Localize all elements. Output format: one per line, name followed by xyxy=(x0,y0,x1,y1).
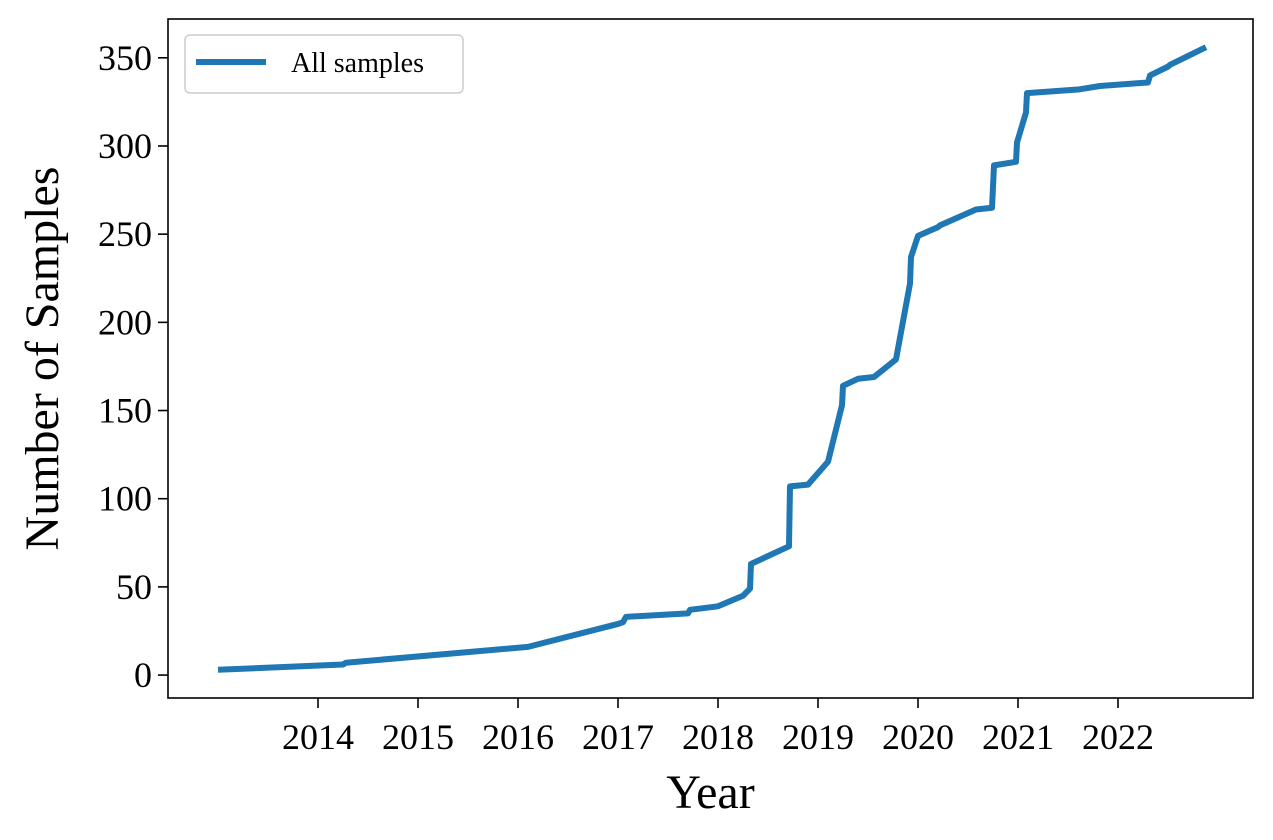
y-tick-label: 250 xyxy=(98,214,152,254)
x-tick-label: 2014 xyxy=(282,717,354,757)
x-axis: 2014 2015 2016 2017 2018 2019 2020 2021 2022 xyxy=(282,698,1154,757)
y-tick-label: 200 xyxy=(98,302,152,342)
y-tick-label: 100 xyxy=(98,479,152,519)
x-tick-label: 2017 xyxy=(582,717,654,757)
x-tick-label: 2018 xyxy=(682,717,754,757)
x-tick-label: 2015 xyxy=(382,717,454,757)
series-line-0 xyxy=(217,44,1208,673)
legend-box xyxy=(184,34,464,94)
y-tick-label: 0 xyxy=(134,655,152,695)
y-tick-label: 300 xyxy=(98,126,152,166)
legend-label-all-samples: All samples xyxy=(291,48,424,79)
y-axis-label: Number of Samples xyxy=(16,167,69,551)
y-tick-label: 150 xyxy=(98,391,152,431)
x-axis-label: Year xyxy=(666,766,754,819)
y-axis: 0 50 100 150 200 250 300 350 xyxy=(98,38,168,695)
x-tick-label: 2016 xyxy=(482,717,554,757)
legend: All samples xyxy=(184,34,464,94)
x-tick-label: 2019 xyxy=(782,717,854,757)
y-tick-label: 350 xyxy=(98,38,152,78)
axes-frame xyxy=(167,18,1254,699)
x-tick-label: 2020 xyxy=(882,717,954,757)
y-tick-label: 50 xyxy=(116,567,152,607)
plot-area xyxy=(217,44,1208,673)
x-tick-label: 2021 xyxy=(982,717,1054,757)
x-tick-label: 2022 xyxy=(1082,717,1154,757)
